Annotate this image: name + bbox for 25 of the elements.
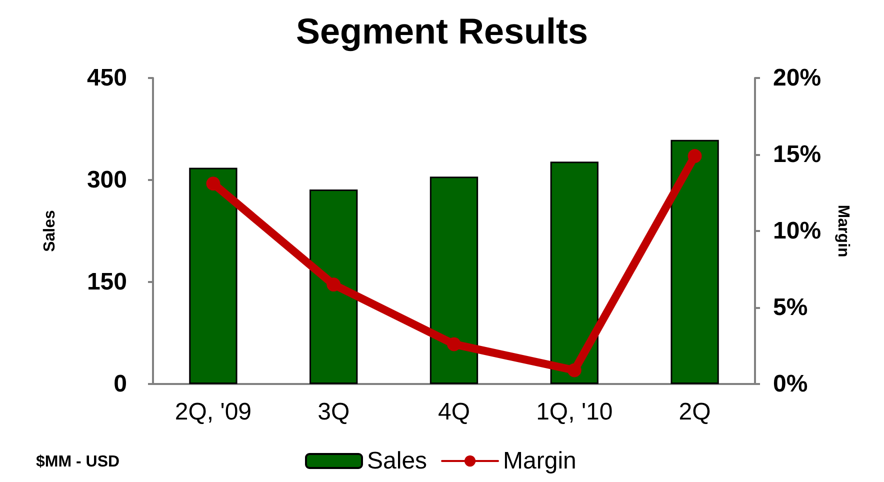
y-tick-label: 450	[86, 64, 127, 92]
point	[326, 278, 341, 292]
y2-tick-label: 10%	[773, 218, 822, 244]
point	[567, 363, 582, 378]
x-tick-label: 2Q	[678, 398, 711, 426]
x-tick-label: 3Q	[318, 398, 350, 426]
y-axis-title: Sales	[42, 210, 58, 252]
legend-label: Sales	[367, 448, 428, 474]
y2-axis-title: Margin	[834, 204, 852, 258]
x-tick-label: 4Q	[438, 398, 470, 426]
y-tick-label: 0	[114, 370, 127, 398]
x-tick-label: 1Q, '10	[536, 398, 613, 426]
point	[688, 149, 702, 164]
y-tick-label: 300	[86, 166, 127, 194]
y2-tick-label: 15%	[773, 141, 822, 168]
y2-tick-label: 0%	[773, 370, 808, 398]
text: $MM - USD	[36, 454, 120, 470]
point	[206, 176, 220, 191]
y2-tick-label: 5%	[773, 294, 808, 321]
y-tick-label: 150	[86, 268, 127, 296]
point	[447, 337, 461, 352]
y2-tick-label: 20%	[773, 64, 822, 92]
chart-title: Segment Results	[296, 10, 588, 52]
x-tick-label: 2Q, '09	[174, 398, 252, 426]
legend-label: Margin	[503, 448, 576, 474]
